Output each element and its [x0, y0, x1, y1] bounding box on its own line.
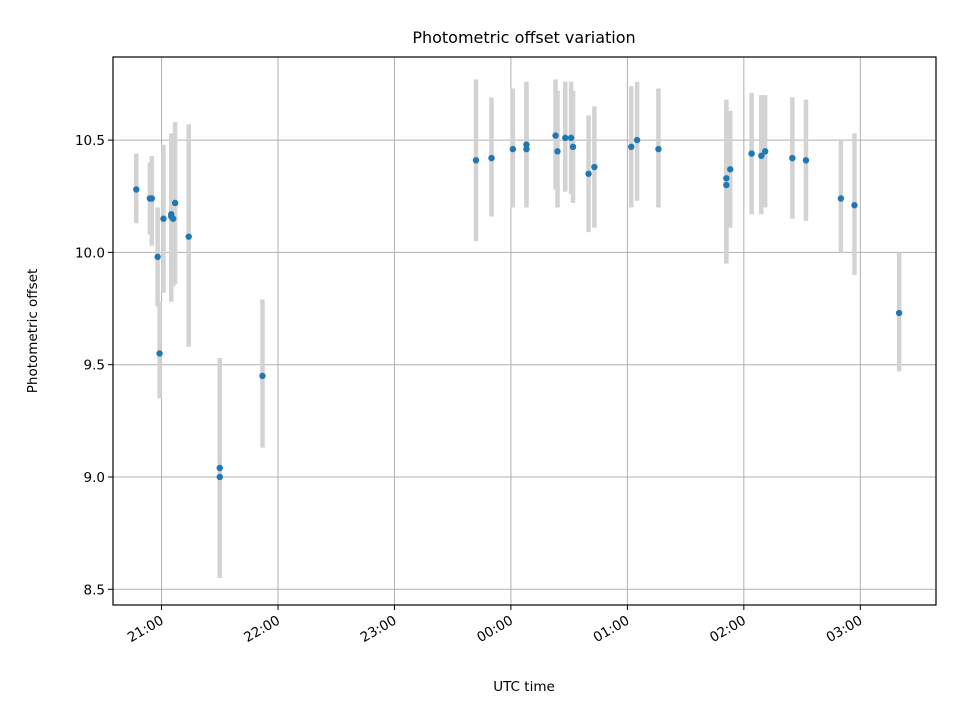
data-point: [723, 181, 730, 189]
data-point: [758, 152, 765, 160]
data-point: [216, 473, 223, 481]
tick-layer: 21:00 22:00 23:00 00:00 01:00 02:00 03:00 8.5 9.…: [75, 133, 865, 646]
data-point: [761, 148, 769, 155]
data-point: [585, 170, 592, 177]
data-point: [259, 372, 266, 380]
data-point: [569, 143, 577, 151]
data-point: [154, 253, 161, 261]
y-tick-label: 9.5: [84, 358, 105, 374]
data-point: [628, 143, 635, 151]
data-point: [552, 132, 559, 139]
errorbar-layer: [134, 79, 902, 579]
x-tick-label: 23:00: [358, 613, 400, 646]
data-point: [509, 145, 517, 153]
data-point: [591, 163, 598, 171]
data-point: [488, 154, 495, 162]
x-tick-label: 01:00: [591, 613, 633, 646]
x-tick-label: 02:00: [707, 613, 749, 646]
data-point: [851, 202, 858, 209]
data-point: [895, 309, 903, 317]
data-point: [723, 175, 730, 182]
data-point: [169, 215, 177, 222]
data-point: [727, 166, 734, 173]
data-point: [633, 136, 641, 144]
data-point: [562, 134, 569, 142]
data-point: [216, 464, 223, 472]
y-tick-label: 8.5: [84, 582, 105, 598]
point-layer: [133, 132, 903, 481]
y-axis-label: Photometric offset: [25, 269, 41, 393]
y-tick-label: 9.0: [84, 470, 105, 486]
data-point: [133, 186, 140, 193]
data-point: [171, 199, 179, 207]
data-point: [146, 195, 154, 202]
x-tick-label: 03:00: [824, 613, 866, 646]
x-tick-label: 22:00: [241, 613, 283, 646]
data-point: [837, 195, 845, 202]
x-tick-label: 21:00: [125, 613, 167, 646]
x-axis-label: UTC time: [493, 679, 555, 695]
data-point: [523, 141, 530, 148]
data-point: [802, 157, 810, 164]
data-point: [156, 350, 163, 357]
data-point: [160, 215, 167, 222]
y-tick-label: 10.5: [75, 133, 105, 149]
data-point: [567, 134, 575, 142]
data-point: [185, 233, 192, 240]
grid-layer: [113, 57, 936, 605]
data-point: [655, 145, 662, 153]
data-point: [523, 145, 530, 153]
data-point: [554, 148, 561, 155]
data-point: [472, 157, 480, 164]
data-point: [748, 150, 755, 157]
chart-title: Photometric offset variation: [412, 28, 635, 47]
x-tick-label: 00:00: [474, 613, 516, 646]
data-point: [789, 154, 796, 162]
plot-frame: [112, 56, 937, 606]
y-tick-label: 10.0: [75, 245, 105, 261]
